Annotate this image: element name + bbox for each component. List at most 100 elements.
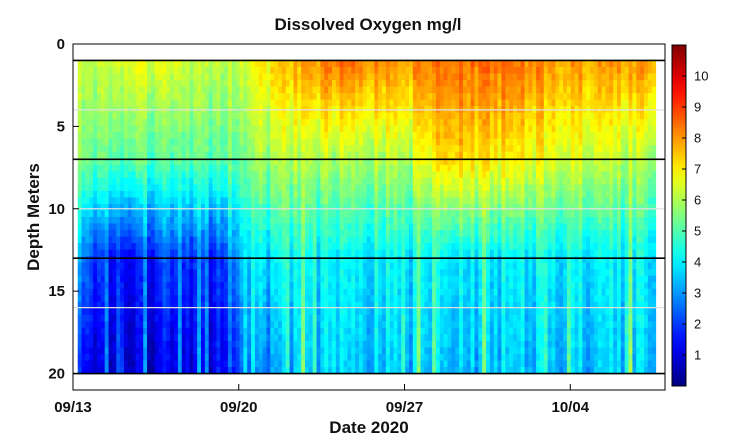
heatmap-cell — [131, 203, 137, 212]
heatmap-cell — [432, 93, 437, 101]
heatmap-cell — [366, 314, 372, 322]
heatmap-cell — [262, 275, 268, 283]
heatmap-cell — [308, 334, 314, 342]
heatmap-cell — [77, 353, 83, 362]
heatmap-cell — [343, 243, 348, 251]
heatmap-cell — [235, 86, 241, 94]
heatmap-cell — [116, 269, 121, 277]
heatmap-cell — [100, 86, 106, 94]
heatmap-cell — [335, 262, 341, 270]
heatmap-cell — [254, 295, 260, 303]
heatmap-cell — [93, 132, 98, 140]
heatmap-cell — [278, 112, 283, 120]
heatmap-cell — [289, 132, 295, 140]
heatmap-cell — [154, 269, 160, 277]
heatmap-cell — [174, 334, 179, 342]
heatmap-cell — [393, 301, 399, 309]
heatmap-cell — [455, 360, 460, 368]
heatmap-cell — [147, 210, 152, 218]
heatmap-cell — [474, 334, 479, 342]
heatmap-cell — [305, 119, 310, 127]
heatmap-cell — [204, 112, 210, 120]
heatmap-cell — [459, 73, 464, 81]
heatmap-cell — [416, 256, 422, 264]
heatmap-cell — [239, 327, 244, 335]
heatmap-cell — [197, 184, 202, 192]
heatmap-cell — [93, 308, 98, 316]
heatmap-cell — [320, 210, 325, 218]
heatmap-cell — [466, 125, 472, 133]
heatmap-cell — [420, 282, 426, 290]
heatmap-cell — [254, 367, 260, 375]
heatmap-cell — [266, 217, 271, 225]
heatmap-cell — [424, 132, 429, 140]
heatmap-cell — [316, 347, 322, 355]
heatmap-cell — [443, 301, 449, 309]
heatmap-cell — [174, 203, 179, 212]
heatmap-cell — [389, 138, 395, 146]
heatmap-cell — [409, 190, 414, 199]
heatmap-cell — [351, 119, 356, 127]
heatmap-cell — [316, 119, 322, 127]
heatmap-cell — [189, 184, 194, 192]
heatmap-cell — [204, 93, 210, 101]
heatmap-cell — [216, 217, 221, 225]
heatmap-cell — [281, 295, 287, 303]
heatmap-cell — [385, 347, 391, 355]
heatmap-cell — [293, 158, 298, 166]
heatmap-cell — [254, 314, 260, 322]
heatmap-cell — [258, 112, 264, 120]
heatmap-cell — [293, 288, 298, 296]
heatmap-cell — [227, 367, 233, 375]
heatmap-cell — [451, 282, 456, 290]
heatmap-cell — [158, 73, 164, 81]
heatmap-cell — [308, 301, 314, 309]
heatmap-cell — [432, 171, 437, 179]
heatmap-cell — [459, 262, 464, 270]
heatmap-cell — [185, 353, 191, 362]
heatmap-cell — [100, 132, 106, 140]
heatmap-cell — [470, 275, 476, 283]
heatmap-cell — [297, 119, 302, 127]
heatmap-cell — [285, 73, 291, 81]
heatmap-cell — [177, 60, 183, 68]
heatmap-cell — [97, 223, 102, 231]
heatmap-cell — [432, 197, 437, 205]
heatmap-cell — [362, 367, 368, 375]
heatmap-cell — [455, 171, 460, 179]
heatmap-cell — [405, 197, 410, 205]
heatmap-cell — [328, 353, 333, 362]
heatmap-cell — [112, 249, 117, 257]
heatmap-cell — [97, 360, 102, 368]
heatmap-cell — [420, 197, 426, 205]
heatmap-cell — [397, 93, 402, 101]
heatmap-cell — [247, 360, 252, 368]
heatmap-cell — [382, 367, 387, 375]
heatmap-cell — [227, 138, 233, 146]
heatmap-cell — [189, 80, 194, 88]
heatmap-cell — [428, 327, 433, 335]
heatmap-cell — [297, 301, 302, 309]
heatmap-cell — [247, 275, 252, 283]
heatmap-cell — [220, 230, 225, 238]
heatmap-cell — [189, 314, 194, 322]
heatmap-cell — [308, 145, 314, 153]
heatmap-cell — [432, 151, 437, 159]
heatmap-cell — [370, 67, 375, 75]
heatmap-cell — [343, 223, 348, 231]
heatmap-cell — [143, 145, 148, 153]
heatmap-cell — [474, 80, 479, 88]
heatmap-cell — [270, 262, 275, 270]
heatmap-cell — [389, 295, 395, 303]
heatmap-cell — [397, 203, 402, 212]
heatmap-cell — [439, 353, 445, 362]
heatmap-cell — [123, 340, 129, 349]
heatmap-cell — [143, 125, 148, 133]
heatmap-cell — [401, 171, 406, 179]
heatmap-cell — [370, 190, 375, 199]
heatmap-cell — [324, 269, 329, 277]
heatmap-cell — [331, 256, 337, 264]
heatmap-cell — [470, 99, 476, 107]
heatmap-cell — [420, 80, 426, 88]
heatmap-cell — [177, 301, 183, 309]
